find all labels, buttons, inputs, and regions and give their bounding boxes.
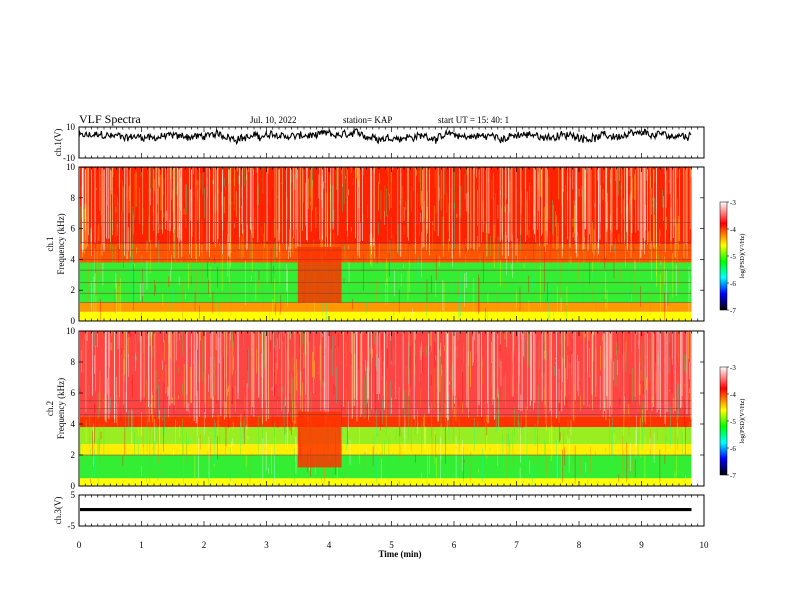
y-tick-label: 0 — [71, 481, 76, 491]
x-tick-label: 2 — [202, 540, 207, 550]
spectrogram-band — [80, 455, 692, 479]
ch1-colorbar: -3 -4 -5 -6 -7 log(PSD)(V²/Hz) — [719, 199, 746, 315]
y-tick-label: 4 — [71, 254, 76, 264]
y-tick-label: -5 — [68, 521, 76, 531]
x-tick-label: 7 — [514, 540, 519, 550]
x-tick-label: 8 — [577, 540, 582, 550]
x-tick-label: 4 — [327, 540, 332, 550]
start-time-label: start UT = 15: 40: 1 — [438, 115, 509, 125]
x-tick-label: 3 — [264, 540, 269, 550]
spectrogram-band — [80, 244, 692, 263]
y-tick-label: 6 — [71, 224, 76, 234]
x-tick-label: 9 — [639, 540, 644, 550]
y-tick-label: 10 — [66, 326, 76, 336]
figure-title: VLF Spectra — [79, 112, 141, 126]
x-axis-title: Time (min) — [378, 549, 421, 559]
y-tick-label: 0 — [71, 316, 76, 326]
y-axis-title: ch.3(V) — [53, 497, 63, 525]
colorbar-tick-label: -6 — [730, 280, 736, 288]
y-tick-label: -10 — [63, 153, 75, 163]
y-tick-label: 8 — [71, 357, 76, 367]
spectrogram-band — [80, 302, 692, 312]
y-tick-label: 2 — [71, 450, 76, 460]
y-tick-label: 6 — [71, 388, 76, 398]
y-axis-title: ch.1(V) — [53, 129, 63, 157]
ch2-colorbar: -3 -4 -5 -6 -7 log(PSD)(V²/Hz) — [719, 364, 746, 480]
y-axis-title: ch.2Frequency (kHz) — [45, 378, 66, 439]
time-axis: 0 1 2 3 4 5 6 7 8 9 10 — [77, 540, 709, 550]
y-axis-title: ch.1Frequency (kHz) — [45, 213, 66, 274]
x-tick-label: 6 — [452, 540, 457, 550]
x-tick-label: 10 — [700, 540, 710, 550]
colorbar-tick-label: -7 — [730, 307, 736, 315]
x-tick-label: 5 — [389, 540, 394, 550]
colorbar-tick-label: -3 — [730, 364, 736, 372]
waveform-band — [80, 508, 692, 512]
y-tick-label: 4 — [71, 419, 76, 429]
spectrogram-band — [80, 478, 692, 486]
ch2-spectrogram-panel: ch.2Frequency (kHz) 0 2 4 6 8 10 — [45, 326, 705, 491]
y-tick-label: 5 — [71, 490, 76, 500]
date-label: Jul. 10, 2022 — [250, 115, 297, 125]
y-tick-label: 10 — [66, 122, 76, 132]
colorbar-tick-label: -4 — [730, 391, 736, 399]
ch1-spectrogram-panel: ch.1Frequency (kHz) 0 2 4 6 8 10 — [45, 162, 705, 326]
y-tick-label: 10 — [66, 162, 76, 172]
ch3-waveform-panel: ch.3(V) 5 -5 — [53, 490, 705, 531]
colorbar-tick-label: -4 — [730, 226, 736, 234]
x-tick-label: 0 — [77, 540, 82, 550]
spectrogram-burst — [297, 247, 342, 303]
colorbar-scale — [719, 201, 728, 311]
colorbar-tick-label: -5 — [730, 418, 736, 426]
waveform-line — [78, 127, 692, 146]
colorbar-tick-label: -7 — [730, 472, 736, 480]
colorbar-tick-label: -5 — [730, 253, 736, 261]
colorbar-tick-label: -6 — [730, 445, 736, 453]
colorbar-scale — [719, 366, 728, 476]
colorbar-label: log(PSD)(V²/Hz) — [739, 399, 746, 444]
spectrogram-burst — [297, 411, 342, 468]
y-tick-label: 8 — [71, 193, 76, 203]
spectrogram-band — [80, 311, 692, 321]
spectrogram-band — [80, 444, 692, 455]
spectrogram-band — [80, 416, 692, 428]
spectrogram-band — [80, 427, 692, 445]
x-tick-label: 1 — [139, 540, 144, 550]
colorbar-tick-label: -3 — [730, 199, 736, 207]
station-label: station= KAP — [343, 115, 392, 125]
colorbar-label: log(PSD)(V²/Hz) — [739, 234, 746, 279]
ch1-waveform-panel: ch.1(V)10 -10 — [53, 122, 705, 163]
y-tick-label: 2 — [71, 285, 76, 295]
